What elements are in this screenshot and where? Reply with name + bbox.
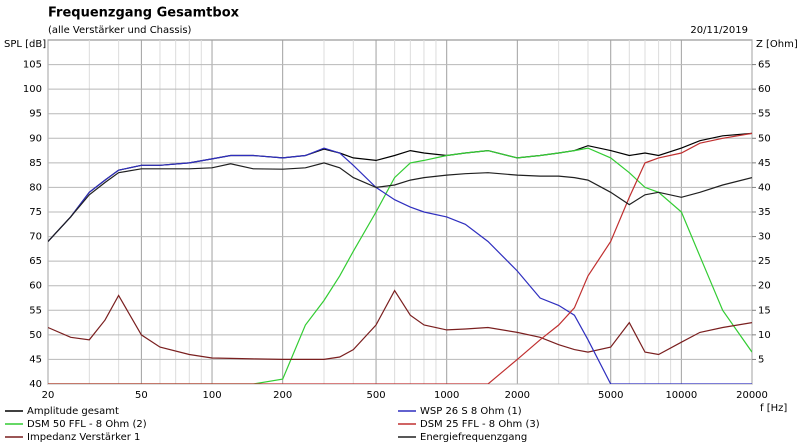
x-tick-label: 500 <box>367 390 386 401</box>
y2-tick-label: 50 <box>758 133 771 144</box>
y2-tick-label: 10 <box>758 330 771 341</box>
legend-label: DSM 25 FFL - 8 Ohm (3) <box>420 419 540 430</box>
y2-tick-label: 25 <box>758 256 771 267</box>
series-line <box>48 132 752 384</box>
y-tick-label: 80 <box>29 182 42 193</box>
y-tick-label: 55 <box>29 305 42 316</box>
y2-axis-label: Z [Ohm] <box>756 39 798 50</box>
date: 20/11/2019 <box>690 25 748 36</box>
y2-tick-label: 45 <box>758 158 771 169</box>
chart-subtitle: (alle Verstärker und Chassis) <box>48 25 192 36</box>
y2-tick-label: 35 <box>758 207 771 218</box>
y-tick-label: 50 <box>29 330 42 341</box>
x-tick-label: 1000 <box>434 390 459 401</box>
y2-tick-label: 65 <box>758 60 771 71</box>
legend-label: Impedanz Verstärker 1 <box>27 432 140 443</box>
y-tick-label: 105 <box>23 60 42 71</box>
legend-label: Energiefrequenzgang <box>420 432 527 443</box>
y2-tick-label: 40 <box>758 182 771 193</box>
y2-tick-label: 30 <box>758 232 771 243</box>
x-tick-label: 100 <box>202 390 221 401</box>
y-tick-label: 75 <box>29 207 42 218</box>
chart-title: Frequenzgang Gesamtbox <box>48 6 240 21</box>
y-tick-label: 40 <box>29 379 42 390</box>
y-tick-label: 100 <box>23 84 42 95</box>
x-tick-label: 10000 <box>665 390 697 401</box>
legend-label: Amplitude gesamt <box>27 406 119 417</box>
legend-label: DSM 50 FFL - 8 Ohm (2) <box>27 419 147 430</box>
y2-tick-label: 15 <box>758 305 771 316</box>
series-line <box>48 147 752 384</box>
y-tick-label: 65 <box>29 256 42 267</box>
y2-tick-label: 55 <box>758 109 771 120</box>
series-line <box>48 162 752 242</box>
x-axis-label: f [Hz] <box>760 403 787 414</box>
y-tick-label: 95 <box>29 109 42 120</box>
y2-tick-label: 20 <box>758 281 771 292</box>
y2-tick-label: 60 <box>758 84 771 95</box>
y-tick-label: 70 <box>29 232 42 243</box>
series-line <box>48 147 752 384</box>
y-tick-label: 85 <box>29 158 42 169</box>
plot-lines <box>48 132 752 384</box>
x-tick-label: 200 <box>273 390 292 401</box>
legend-label: WSP 26 S 8 Ohm (1) <box>420 406 522 417</box>
x-tick-label: 5000 <box>598 390 623 401</box>
y-tick-label: 90 <box>29 133 42 144</box>
y-tick-label: 60 <box>29 281 42 292</box>
y-tick-label: 45 <box>29 354 42 365</box>
series-line <box>48 289 752 360</box>
x-tick-label: 20 <box>42 390 55 401</box>
y2-tick-label: 5 <box>758 354 764 365</box>
x-tick-label: 20000 <box>736 390 768 401</box>
y-axis-label: SPL [dB] <box>4 39 46 50</box>
x-tick-label: 2000 <box>505 390 530 401</box>
x-tick-label: 50 <box>135 390 148 401</box>
